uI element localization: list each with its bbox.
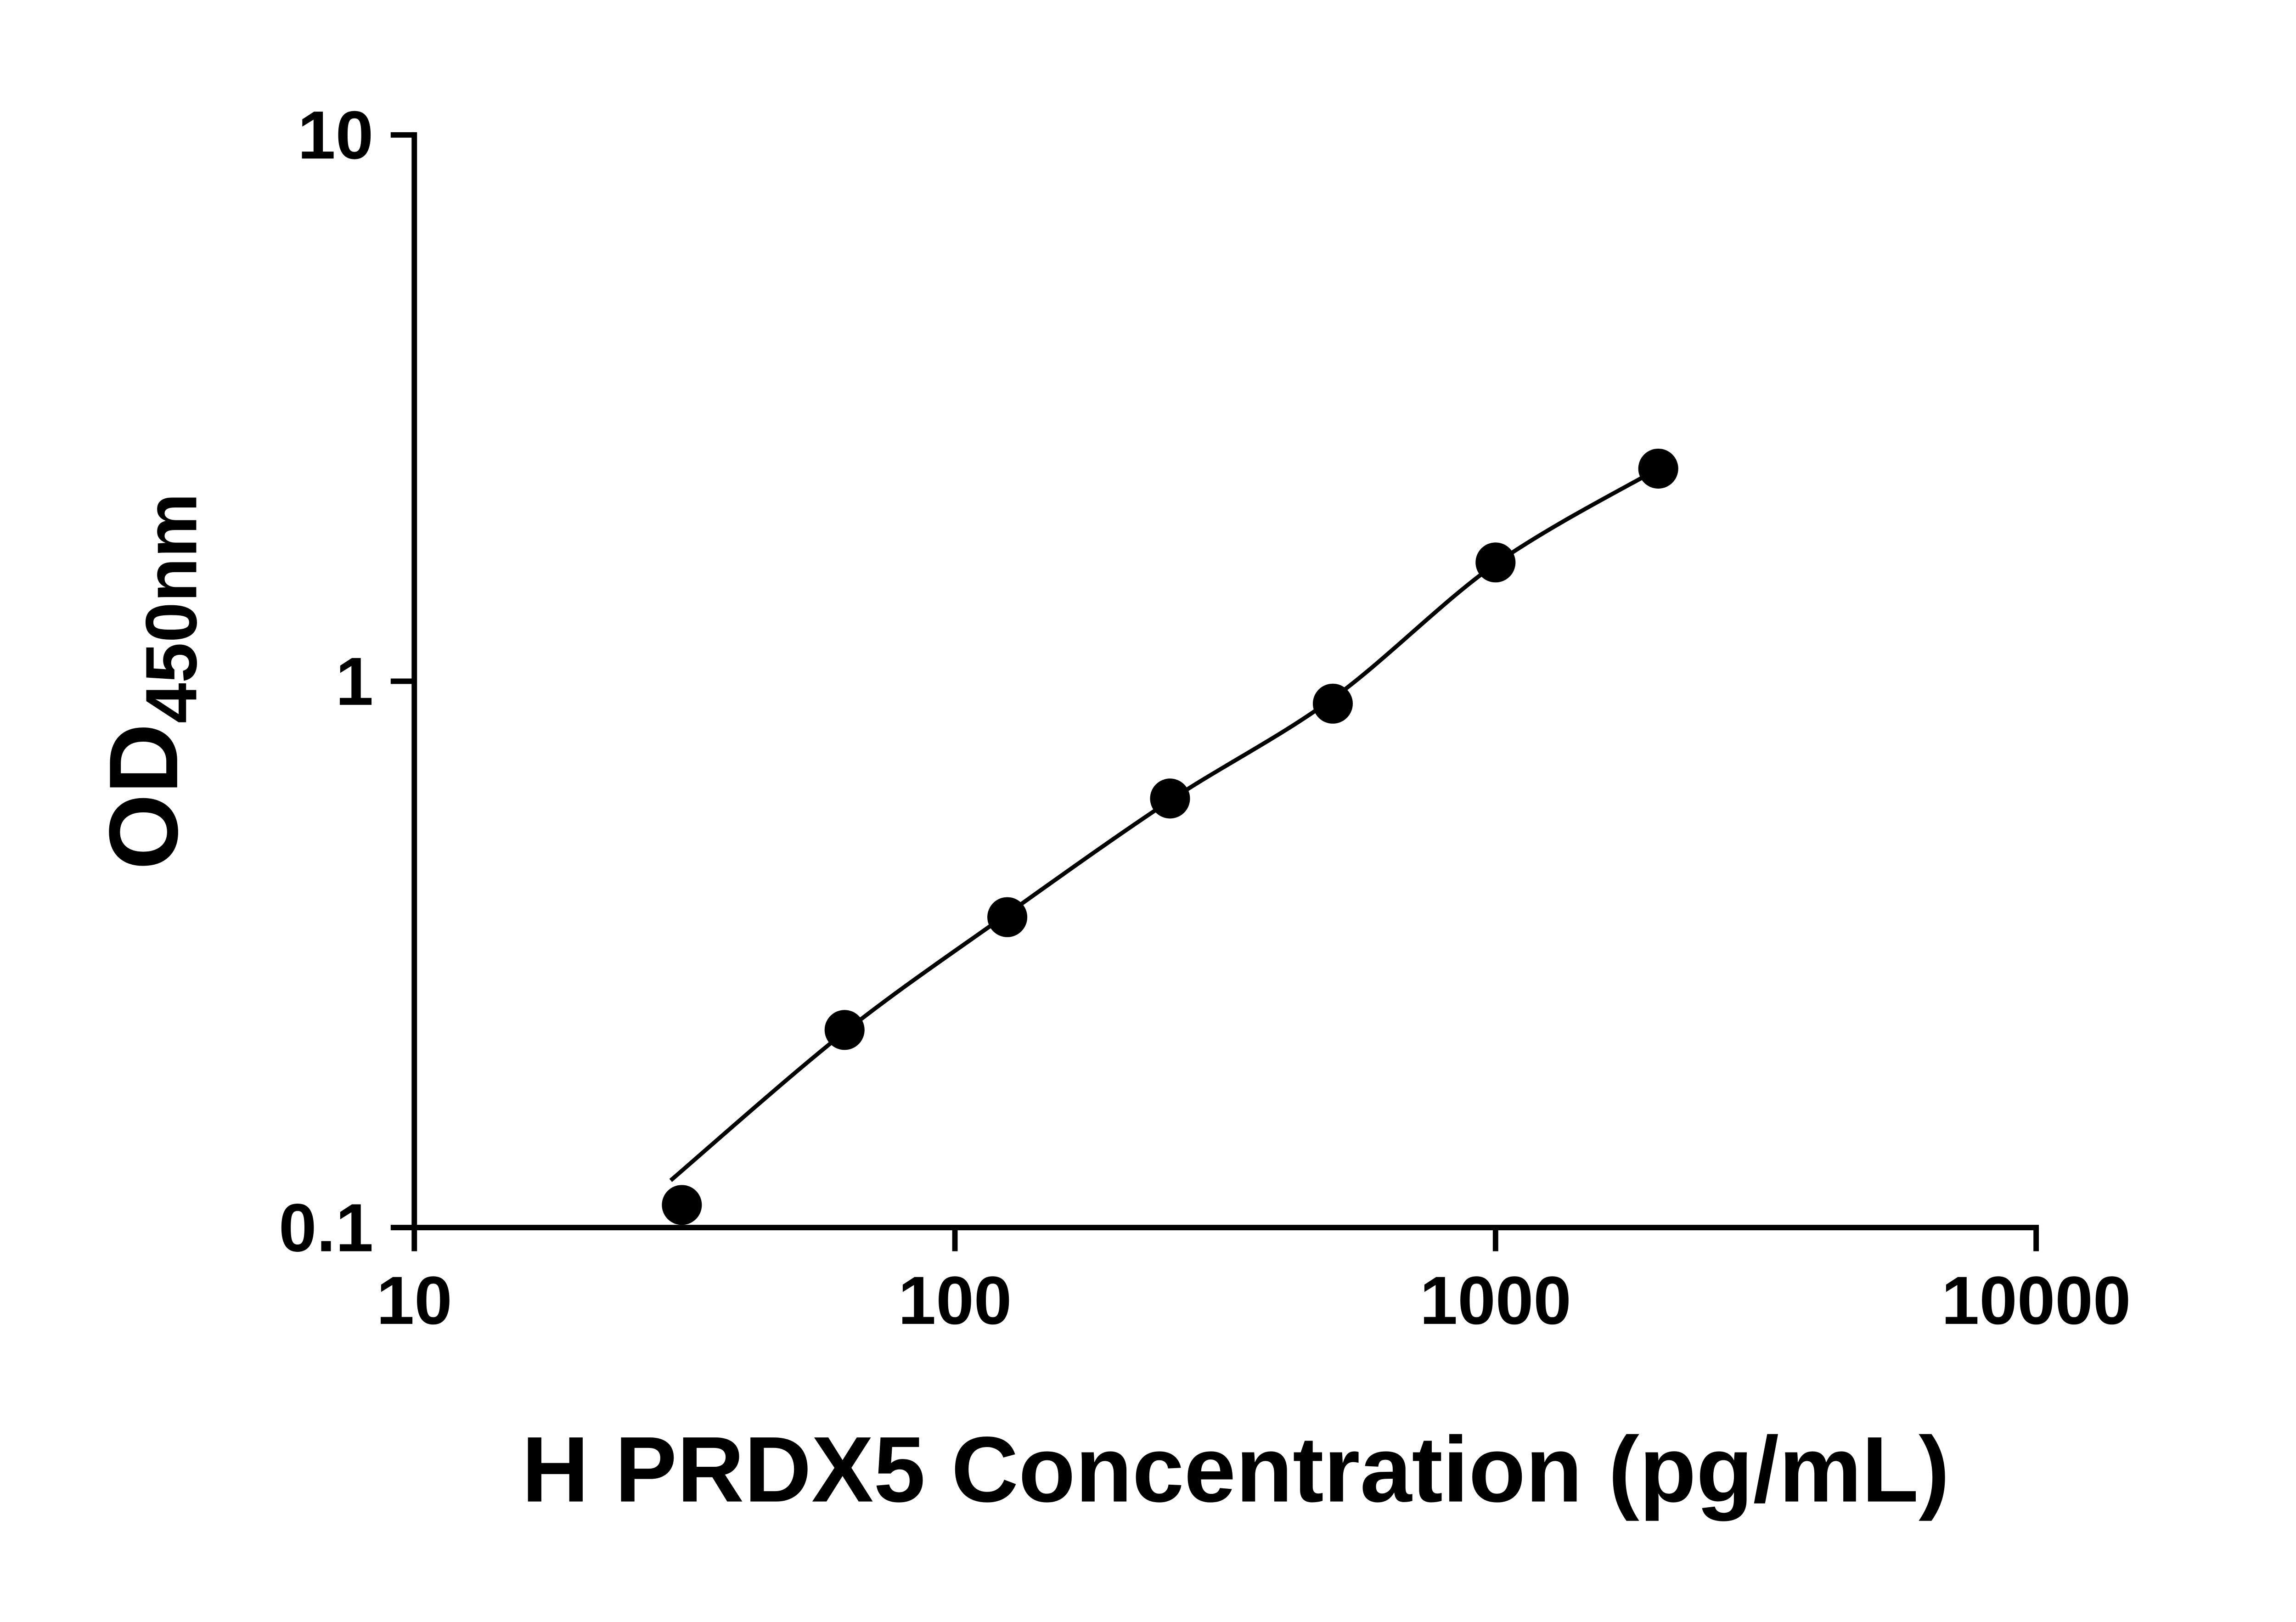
data-point <box>987 897 1028 937</box>
axis-frame <box>411 132 2039 1231</box>
y-axis-title: OD450nm <box>89 493 212 870</box>
x-tick-label: 10000 <box>1941 1263 2131 1339</box>
data-point <box>1312 683 1353 724</box>
y-tick-label: 0.1 <box>279 1190 373 1266</box>
x-tick-label: 100 <box>898 1263 1012 1339</box>
plot-area: 10 100 1000 10000 0.1 1 10 <box>279 97 2131 1339</box>
y-axis-title-subscript: 450nm <box>130 493 212 723</box>
data-point <box>824 1010 865 1050</box>
x-tick-label: 10 <box>377 1263 452 1339</box>
data-point <box>1638 448 1678 489</box>
x-axis-title: H PRDX5 Concentration (pg/mL) <box>522 1417 1950 1521</box>
y-axis-title-main: OD <box>89 723 198 870</box>
y-tick-label: 1 <box>336 644 374 720</box>
data-point <box>1150 778 1190 819</box>
y-tick-label: 10 <box>298 97 373 173</box>
x-tick-label: 1000 <box>1420 1263 1571 1339</box>
data-point <box>662 1185 702 1225</box>
data-point <box>1475 542 1516 583</box>
